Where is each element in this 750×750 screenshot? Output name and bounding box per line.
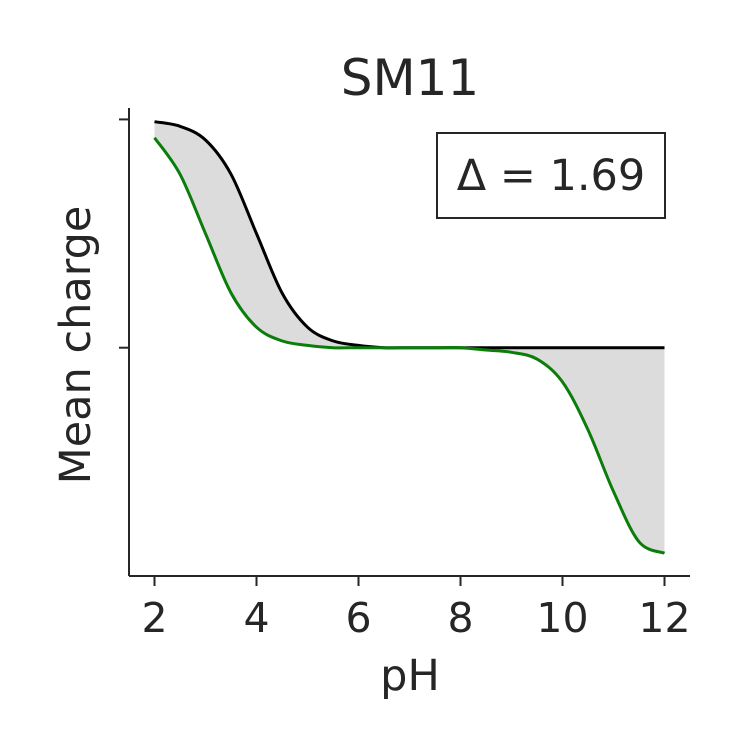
x-tick-label: 8 [447, 594, 473, 642]
annotation-box: Δ = 1.69 [436, 132, 666, 219]
annotation-frame [436, 132, 666, 219]
x-axis-label: pH [380, 651, 440, 701]
fill-between-area [154, 121, 665, 554]
x-tick-label: 4 [243, 594, 269, 642]
series-line-2 [153, 136, 666, 555]
x-tick-label: 6 [345, 594, 371, 642]
delta-annotation: Δ = 1.69 [457, 151, 646, 201]
chart-title: SM11 [341, 49, 480, 107]
x-tick-label: 2 [141, 594, 167, 642]
x-tick-label: 12 [638, 594, 690, 642]
y-axis-label: Mean charge [51, 206, 101, 485]
axis-ticks: 2 4 6 8 10 12 [119, 118, 691, 642]
axes [128, 108, 690, 577]
x-tick-label: 10 [536, 594, 588, 642]
plot-area [153, 120, 666, 555]
